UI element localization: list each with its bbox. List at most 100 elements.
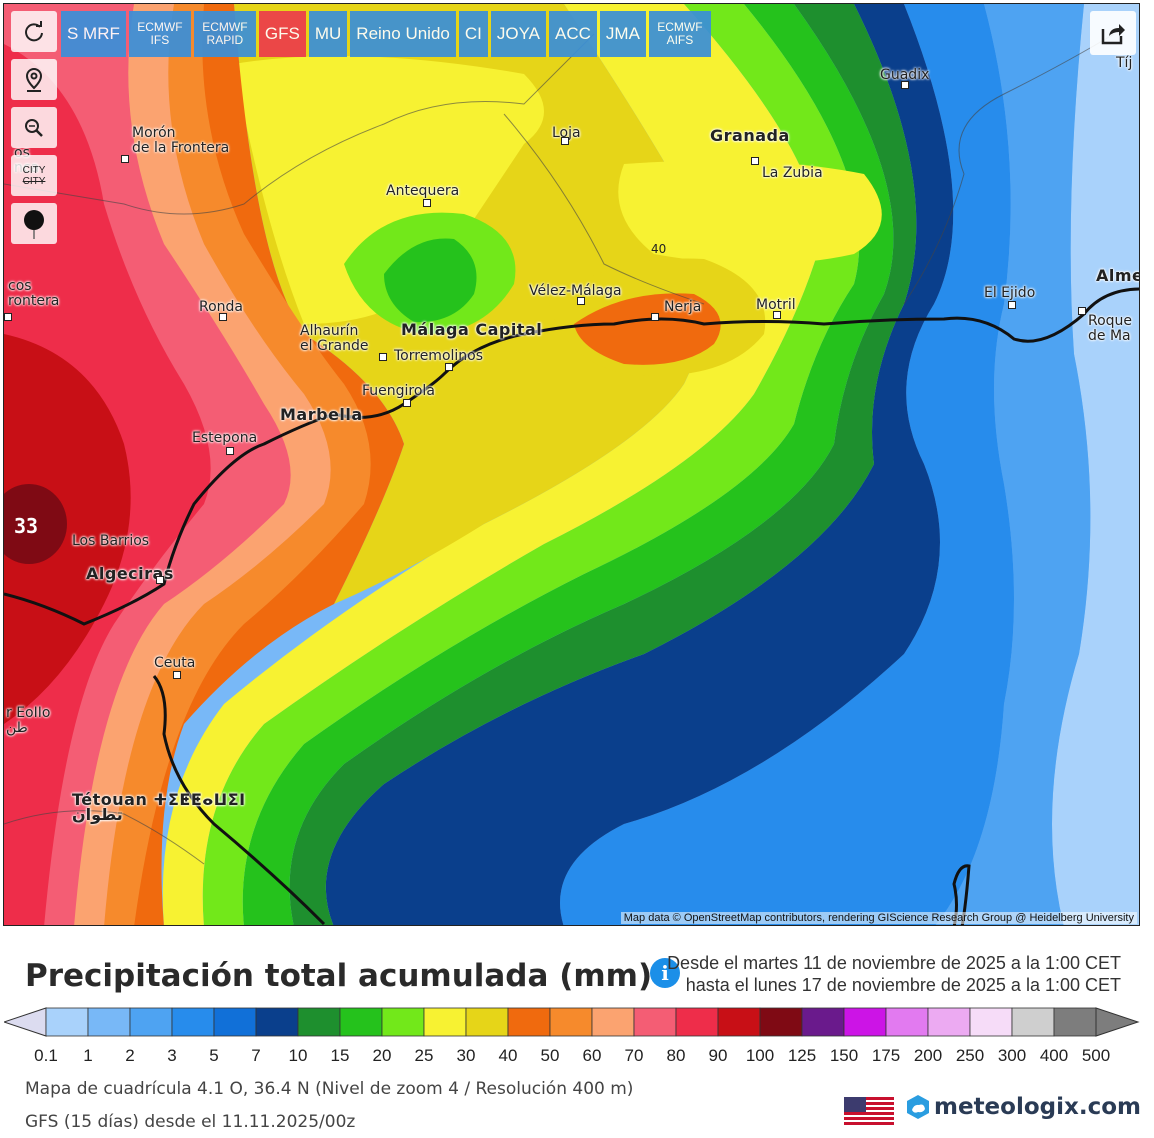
scale-swatch (1053, 1007, 1097, 1037)
place-marker (226, 447, 234, 455)
model-button-s-mrf[interactable]: S MRF (61, 11, 126, 57)
us-flag-icon[interactable] (844, 1097, 894, 1125)
scale-swatch (255, 1007, 299, 1037)
legend-title: Precipitación total acumulada (mm) (25, 958, 653, 994)
place-marker (121, 155, 129, 163)
scale-right-arrow (1095, 1007, 1140, 1037)
scale-tick-label: 3 (167, 1046, 177, 1065)
color-scale (4, 1007, 1140, 1037)
scale-tick-label: 7 (251, 1046, 261, 1065)
date-range: Desde el martes 11 de noviembre de 2025 … (667, 952, 1121, 996)
grid-info: Mapa de cuadrícula 4.1 O, 36.4 N (Nivel … (25, 1079, 634, 1099)
contour-label: 40 (651, 242, 667, 256)
scale-tick-label: 200 (913, 1046, 943, 1065)
scale-tick-label: 150 (829, 1046, 859, 1065)
place-label: Morón de la Frontera (132, 125, 230, 156)
info-button[interactable]: i (650, 958, 680, 988)
marker-icon (24, 209, 44, 239)
place-marker (156, 576, 164, 584)
model-button-reino-unido[interactable]: Reino Unido (350, 11, 456, 57)
model-button-gfs[interactable]: GFS (258, 11, 306, 57)
place-label: Algeciras (86, 564, 174, 583)
place-label: La Zubia (762, 165, 823, 181)
scale-tick-label: 1 (83, 1046, 93, 1065)
scale-tick-label: 30 (456, 1046, 476, 1065)
model-button-jma[interactable]: JMA (599, 11, 646, 57)
place-marker (4, 313, 12, 321)
scale-swatch (885, 1007, 929, 1037)
model-button-ecmwf-rapid[interactable]: ECMWF RAPID (193, 11, 256, 57)
marker-button[interactable] (11, 203, 57, 244)
scale-swatch (759, 1007, 803, 1037)
scale-tick-label: 2 (125, 1046, 135, 1065)
scale-tick-label: 250 (955, 1046, 985, 1065)
scale-tick-label: 60 (582, 1046, 602, 1065)
scale-swatch (381, 1007, 425, 1037)
scale-swatch (297, 1007, 341, 1037)
place-label: Loja (552, 125, 581, 141)
max-value-label: 33 (14, 514, 39, 538)
place-label: Ceuta (154, 655, 196, 671)
date-to: hasta el lunes 17 de noviembre de 2025 a… (685, 975, 1121, 995)
info-icon: i (661, 961, 669, 985)
scale-tick-label: 50 (540, 1046, 560, 1065)
scale-ticks: 0.1 1 2 3 5 7 10 15 20 25 30 40 50 60 70 80 90 100 125 150 1… (0, 1046, 1154, 1070)
scale-swatch (969, 1007, 1013, 1037)
model-button-mu[interactable]: MU (308, 11, 348, 57)
run-info: GFS (15 días) desde el 11.11.2025/00z (25, 1112, 356, 1132)
place-label: Estepona (192, 430, 258, 446)
model-button-ci[interactable]: CI (458, 11, 488, 57)
scale-swatch (675, 1007, 719, 1037)
zoom-button[interactable] (11, 107, 57, 148)
date-from: Desde el martes 11 de noviembre de 2025 … (667, 953, 1121, 973)
share-button[interactable] (1090, 11, 1136, 55)
scale-tick-label: 25 (414, 1046, 434, 1065)
scale-tick-label: 500 (1081, 1046, 1111, 1065)
scale-swatch (801, 1007, 845, 1037)
place-marker (561, 137, 569, 145)
place-marker (1078, 307, 1086, 315)
model-button-acc[interactable]: ACC (549, 11, 597, 57)
location-button[interactable] (11, 59, 57, 100)
scale-tick-label: 300 (997, 1046, 1027, 1065)
share-icon (1101, 24, 1125, 45)
brand-name: meteologix.com (934, 1094, 1141, 1120)
place-label: Los Barrios (72, 533, 150, 549)
meteologix-logo-icon (907, 1095, 929, 1119)
brand-logo[interactable]: meteologix.com (906, 1094, 1141, 1120)
scale-swatch (549, 1007, 593, 1037)
place-label: Ronda (199, 299, 244, 315)
place-marker (173, 671, 181, 679)
place-label: Vélez-Málaga (529, 283, 622, 299)
map-attribution: Map data © OpenStreetMap contributors, r… (620, 912, 1137, 924)
place-label: Málaga Capital (401, 320, 543, 339)
refresh-button[interactable] (11, 11, 57, 52)
place-label: El Ejido (984, 285, 1036, 301)
place-label: Antequera (386, 183, 460, 199)
scale-swatch (423, 1007, 467, 1037)
place-label: Torremolinos (394, 348, 484, 364)
place-marker (773, 311, 781, 319)
place-marker (379, 353, 387, 361)
place-label: Alhaurín el Grande (300, 323, 369, 354)
place-marker (1008, 301, 1016, 309)
precipitation-map[interactable]: Morón de la Frontera Antequera Loja Granada L… (3, 3, 1140, 926)
scale-tick-label: 20 (372, 1046, 392, 1065)
place-marker (651, 313, 659, 321)
scale-swatch (1011, 1007, 1055, 1037)
scale-tick-label: 5 (209, 1046, 219, 1065)
scale-swatch (339, 1007, 383, 1037)
zoom-icon (25, 118, 43, 137)
scale-tick-label: 100 (745, 1046, 775, 1065)
place-marker (219, 313, 227, 321)
model-button-ecmwf-aifs[interactable]: ECMWF AIFS (648, 11, 711, 57)
place-marker (901, 81, 909, 89)
model-button-joya[interactable]: JOYA (490, 11, 546, 57)
place-label: Roque de Ma (1088, 313, 1133, 344)
map-tools: CITY CITY (11, 11, 57, 244)
model-button-ecmwf-ifs[interactable]: ECMWF IFS (128, 11, 191, 57)
scale-tick-label: 70 (624, 1046, 644, 1065)
scale-swatch (591, 1007, 635, 1037)
city-toggle-button[interactable]: CITY CITY (11, 155, 57, 196)
place-label: Nerja (664, 299, 702, 315)
